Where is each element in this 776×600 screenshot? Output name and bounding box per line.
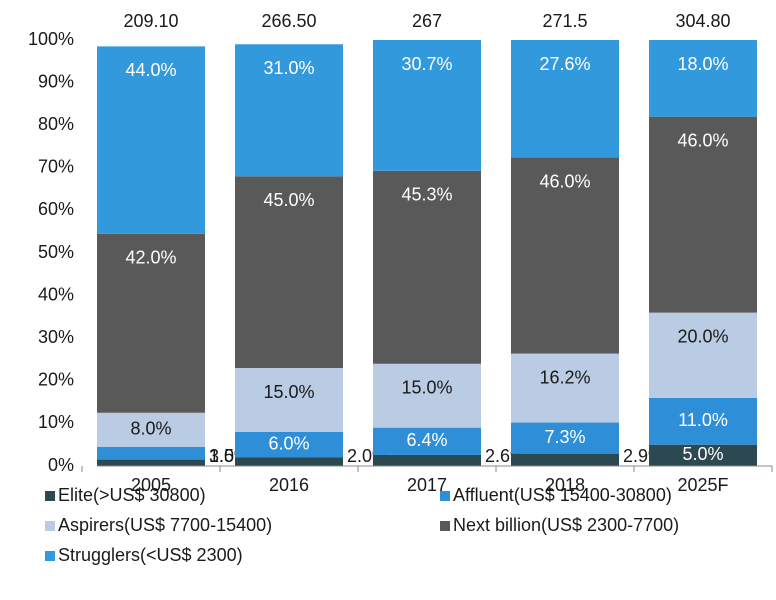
y-tick-label: 30% <box>38 327 74 347</box>
bar-segment <box>373 427 481 455</box>
x-tick-label: 2018 <box>545 475 585 495</box>
data-label: 27.6% <box>539 54 590 74</box>
data-label: 5.0% <box>682 444 723 464</box>
y-tick-label: 80% <box>38 114 74 134</box>
y-tick-label: 0% <box>48 455 74 475</box>
data-label: 46.0% <box>677 130 728 150</box>
bar-segment <box>235 368 343 432</box>
bar-segment <box>373 454 481 466</box>
legend-label: Affluent(US$ 15400-30800) <box>453 485 672 505</box>
data-label: 15.0% <box>401 378 452 398</box>
bar-segment <box>235 44 343 177</box>
x-tick-label: 2017 <box>407 475 447 495</box>
x-tick-label: 2016 <box>269 475 309 495</box>
y-tick-label: 10% <box>38 412 74 432</box>
y-tick-label: 70% <box>38 157 74 177</box>
bar-segment <box>235 176 343 369</box>
data-label: 44.0% <box>125 60 176 80</box>
total-label: 266.50 <box>261 11 316 31</box>
legend-label: Aspirers(US$ 7700-15400) <box>58 515 272 535</box>
legend-swatch <box>45 551 55 561</box>
legend-swatch <box>440 491 450 501</box>
bar-segment <box>649 397 757 445</box>
bar-segment <box>373 363 481 428</box>
legend-label: Elite(>US$ 30800) <box>58 485 206 505</box>
legend-label: Next billion(US$ 2300-7700) <box>453 515 679 535</box>
data-label: 16.2% <box>539 367 590 387</box>
legend-swatch <box>45 521 55 531</box>
bar-segment <box>235 457 343 466</box>
x-tick-label: 2025F <box>677 475 728 495</box>
y-tick-label: 60% <box>38 199 74 219</box>
total-label: 304.80 <box>675 11 730 31</box>
legend-swatch <box>440 521 450 531</box>
bar-segment <box>511 40 619 158</box>
y-tick-label: 20% <box>38 370 74 390</box>
y-tick-label: 40% <box>38 284 74 304</box>
bar-segment <box>97 412 205 447</box>
total-label: 267 <box>412 11 442 31</box>
bar-segment <box>649 444 757 466</box>
data-label: 11.0% <box>678 410 728 430</box>
data-label: 15.0% <box>263 382 314 402</box>
bar-segment <box>649 312 757 398</box>
bar-segment <box>511 453 619 466</box>
y-tick-label: 100% <box>28 29 74 49</box>
y-tick-label: 90% <box>38 71 74 91</box>
legend-label: Strugglers(<US$ 2300) <box>58 545 243 565</box>
bar-segment <box>511 422 619 454</box>
total-label: 209.10 <box>123 11 178 31</box>
data-label: 6.4% <box>406 430 447 450</box>
data-label: 45.0% <box>263 190 314 210</box>
bar-segment <box>373 40 481 171</box>
data-label: 45.3% <box>401 185 452 205</box>
data-label: 8.0% <box>130 419 171 439</box>
bar-segment <box>235 431 343 458</box>
bar-segment <box>97 233 205 413</box>
bar-segment <box>511 353 619 423</box>
data-label: 42.0% <box>125 248 176 268</box>
bar-segment <box>649 40 757 117</box>
bar-segment <box>97 459 205 466</box>
data-label: 46.0% <box>539 171 590 191</box>
bar-segment <box>511 157 619 354</box>
x-tick-label: 2005 <box>131 475 171 495</box>
data-label: 18.0% <box>677 54 728 74</box>
bar-segment <box>97 446 205 460</box>
data-label: 7.3% <box>544 427 585 447</box>
total-label: 271.5 <box>542 11 587 31</box>
bar-segment <box>373 170 481 364</box>
data-label: 20.0% <box>677 326 728 346</box>
data-label: 6.0% <box>268 433 309 453</box>
data-label: 31.0% <box>263 58 314 78</box>
data-label: 30.7% <box>401 54 452 74</box>
bar-segment <box>97 46 205 234</box>
y-tick-label: 50% <box>38 242 74 262</box>
bar-segment <box>649 116 757 313</box>
legend-swatch <box>45 491 55 501</box>
